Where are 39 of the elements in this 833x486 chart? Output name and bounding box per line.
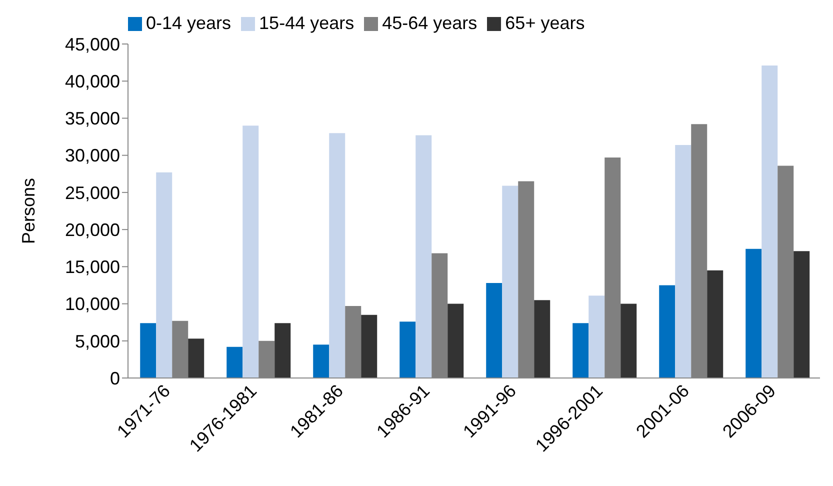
y-tick-label: 25,000 (64, 182, 120, 203)
bar (416, 135, 432, 378)
bar (620, 304, 637, 378)
legend-label: 15-44 years (259, 13, 354, 33)
y-axis-title: Persons (18, 178, 38, 244)
bar (572, 323, 589, 378)
bar (274, 323, 291, 378)
y-tick-label: 35,000 (64, 108, 120, 129)
bar (707, 270, 724, 378)
y-tick-label: 0 (110, 368, 120, 388)
bar (486, 282, 502, 378)
bar (313, 344, 330, 378)
y-tick-label: 15,000 (64, 257, 120, 278)
legend-label: 45-64 years (382, 13, 478, 33)
y-tick-label: 20,000 (64, 220, 120, 240)
y-tick-label: 45,000 (64, 34, 120, 54)
bar (502, 186, 518, 378)
legend-label: 65+ years (505, 13, 585, 33)
bar (448, 304, 464, 378)
bar (675, 144, 692, 378)
y-tick-label: 40,000 (64, 72, 120, 92)
y-tick-label: 10,000 (64, 294, 120, 314)
bar (534, 300, 550, 378)
bar (794, 251, 810, 378)
bar (762, 66, 778, 378)
bar (140, 323, 156, 378)
legend-label: 0-14 years (146, 13, 232, 33)
bar (746, 248, 762, 378)
bar (361, 314, 378, 378)
y-tick-label: 5,000 (74, 331, 120, 352)
bar (156, 172, 172, 378)
bar (329, 133, 346, 378)
y-tick-label: 30,000 (64, 146, 120, 166)
bar (242, 126, 259, 378)
bar (588, 296, 605, 378)
bar (188, 338, 204, 378)
bar (659, 285, 676, 378)
bar (400, 322, 416, 378)
bar (226, 346, 243, 378)
